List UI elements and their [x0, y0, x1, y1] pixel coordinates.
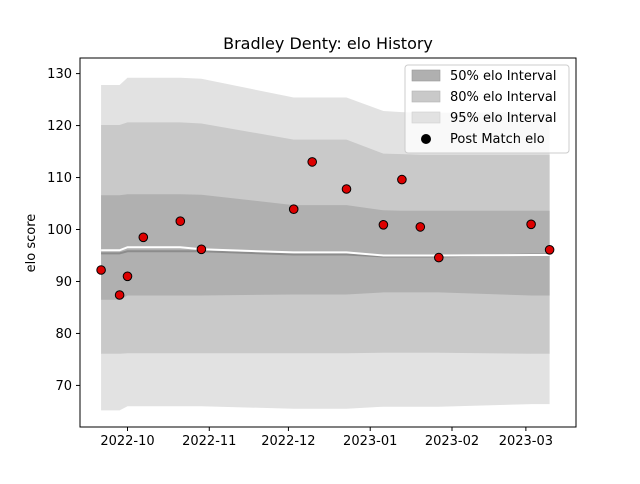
post-match-point — [138, 232, 149, 243]
x-tick-label: 2023-02 — [425, 434, 479, 449]
legend-label-50: 50% elo Interval — [450, 69, 557, 84]
legend-label-80: 80% elo Interval — [450, 90, 557, 105]
post-match-point — [114, 290, 125, 300]
x-tick-label: 2023-01 — [343, 434, 397, 449]
current-elo-line — [101, 246, 550, 257]
y-tick-label: 100 — [47, 223, 72, 238]
post-match-point — [526, 219, 536, 230]
y-axis-label: elo score — [24, 214, 39, 273]
band-50 — [101, 194, 550, 300]
elo-lines — [101, 246, 550, 258]
x-tick-label: 2023-03 — [499, 434, 553, 449]
interval-bands — [101, 77, 550, 411]
post-match-point — [415, 222, 426, 232]
legend-swatch-50 — [411, 69, 441, 82]
y-tick-label: 110 — [47, 171, 72, 186]
y-tick-label: 70 — [55, 379, 72, 394]
post-match-point — [378, 220, 389, 230]
y-tick-label: 90 — [55, 275, 72, 290]
legend-swatch-95 — [411, 111, 441, 124]
chart-title: Bradley Denty: elo History — [223, 34, 433, 53]
post-match-point — [96, 265, 106, 275]
x-tick-label: 2022-11 — [182, 434, 236, 449]
chart-legend: 50% elo Interval 80% elo Interval 95% el… — [404, 64, 570, 154]
x-tick-label: 2022-10 — [100, 434, 154, 449]
plot-frame — [79, 57, 577, 428]
legend-marker-point — [421, 134, 431, 144]
y-tick-label: 80 — [55, 327, 72, 342]
y-axis-ticks: 70 80 90 100 110 120 130 — [47, 67, 80, 394]
post-match-point — [175, 216, 186, 226]
y-tick-label: 130 — [47, 67, 72, 82]
legend-label-95: 95% elo Interval — [450, 111, 557, 126]
legend-swatch-80 — [411, 90, 441, 103]
legend-box — [404, 64, 570, 154]
post-match-point — [341, 184, 352, 194]
post-match-point — [397, 174, 407, 185]
x-axis-ticks: 2022-10 2022-11 2022-12 2023-01 2023-02 2023-… — [100, 427, 553, 449]
post-match-point — [122, 271, 133, 282]
post-match-point — [434, 252, 444, 263]
post-match-point — [288, 204, 299, 214]
post-match-point — [544, 245, 555, 255]
y-tick-label: 120 — [47, 119, 72, 134]
post-match-points — [96, 157, 555, 300]
x-tick-label: 2022-12 — [261, 434, 315, 449]
post-match-point — [196, 244, 207, 255]
post-match-point — [307, 157, 318, 167]
legend-label-points: Post Match elo — [450, 132, 545, 147]
